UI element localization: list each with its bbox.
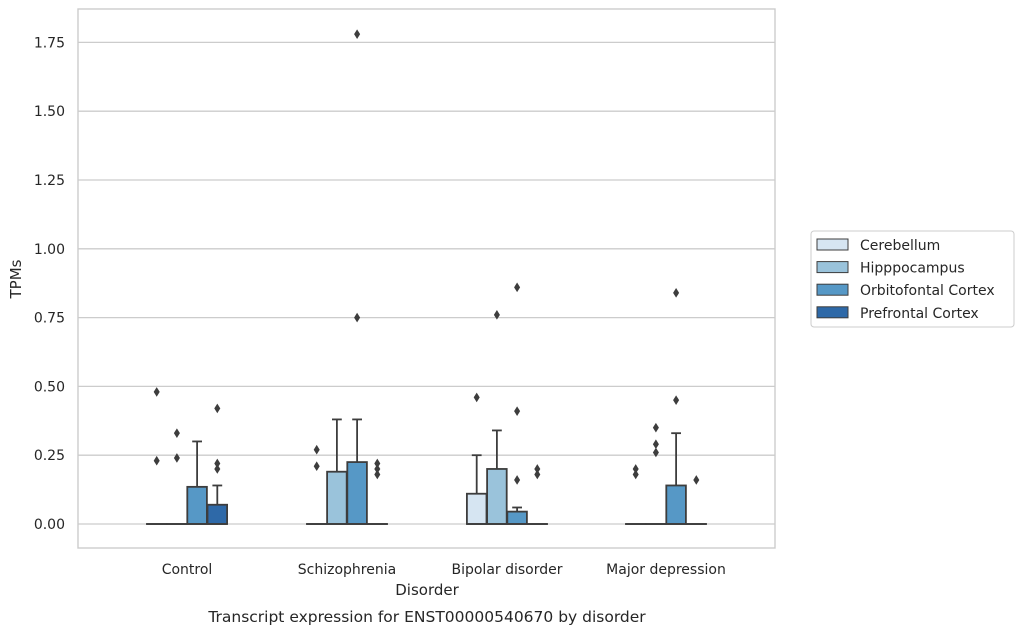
box-plot-layer	[145, 29, 708, 525]
box-body	[186, 485, 208, 525]
outlier-point	[354, 312, 361, 323]
box-0-3	[206, 403, 229, 525]
legend-frame	[810, 230, 1015, 328]
y-tick-label: 0.50	[34, 379, 65, 395]
outlier-point	[473, 392, 480, 403]
legend-swatch	[816, 238, 849, 251]
outlier-point	[514, 475, 521, 485]
y-tick-label: 0.75	[34, 311, 65, 327]
box-1-1	[326, 418, 348, 525]
x-tick-label: Major depression	[606, 562, 726, 578]
outlier-point	[534, 464, 541, 474]
legend-swatch	[816, 306, 849, 319]
y-tick-label: 1.00	[34, 242, 65, 258]
x-axis-label: Disorder	[395, 581, 459, 599]
outlier-point	[313, 444, 320, 455]
x-tick-labels: Control Schizophrenia Bipolar disorder Majo…	[162, 562, 726, 578]
outlier-point	[652, 439, 659, 450]
outlier-point	[632, 464, 639, 474]
outlier-point	[673, 395, 680, 405]
outlier-point	[173, 428, 180, 439]
box-3-0	[625, 464, 647, 525]
outlier-point	[374, 458, 381, 469]
outlier-point	[693, 475, 700, 485]
box-2-0	[465, 392, 488, 525]
outlier-point	[534, 469, 541, 480]
y-tick-labels: 0.00 0.25 0.50 0.75 1.00 1.25 1.50 1.75	[34, 35, 65, 533]
box-body	[486, 468, 508, 525]
legend-entry: Orbitofontal Cortex	[860, 283, 995, 299]
box-body	[665, 484, 687, 525]
box-2-1	[486, 310, 508, 525]
box-body	[465, 492, 488, 525]
box-body	[206, 503, 229, 525]
y-tick-label: 0.25	[34, 448, 65, 464]
outlier-point	[673, 288, 680, 298]
plot-frame	[77, 8, 776, 549]
outlier-point	[214, 458, 221, 469]
legend-entry: Hipppocampus	[860, 261, 965, 277]
box-1-2	[346, 29, 368, 525]
outlier-point	[153, 387, 160, 397]
x-tick-label: Control	[162, 562, 213, 578]
legend-entry: Cerebellum	[860, 238, 940, 254]
outlier-point	[652, 447, 659, 458]
y-tick-label: 1.50	[34, 104, 65, 120]
outlier-point	[652, 422, 659, 433]
outlier-point	[374, 464, 381, 474]
y-axis-label: TPMs	[7, 259, 25, 299]
legend-swatch	[816, 261, 849, 274]
box-body	[326, 470, 348, 525]
outlier-point	[514, 406, 521, 416]
chart-caption: Transcript expression for ENST0000054067…	[207, 608, 646, 626]
grid-lines	[78, 41, 775, 525]
y-tick-label: 0.00	[34, 517, 65, 533]
legend: Cerebellum Hipppocampus Orbitofontal Corte…	[810, 230, 1015, 328]
box-0-2	[186, 440, 208, 525]
outlier-point	[354, 29, 361, 39]
outlier-point	[374, 469, 381, 480]
outlier-point	[313, 461, 320, 472]
box-3-2	[665, 288, 687, 525]
x-tick-label: Schizophrenia	[298, 562, 396, 578]
box-1-3	[366, 458, 389, 525]
outlier-point	[214, 403, 221, 414]
outlier-point	[493, 310, 500, 320]
outlier-point	[514, 282, 521, 293]
x-tick-label: Bipolar disorder	[451, 562, 562, 578]
box-1-0	[305, 444, 328, 525]
y-tick-label: 1.75	[34, 35, 65, 51]
outlier-point	[214, 464, 221, 474]
y-tick-label: 1.25	[34, 173, 65, 189]
box-0-1	[166, 428, 188, 525]
box-3-1	[645, 422, 667, 525]
box-2-3	[526, 464, 549, 525]
box-body	[506, 510, 528, 525]
box-body	[346, 461, 368, 525]
legend-entry: Prefrontal Cortex	[860, 306, 979, 322]
outlier-point	[632, 469, 639, 480]
legend-swatch	[816, 283, 849, 296]
box-2-2	[506, 282, 528, 525]
outlier-point	[153, 455, 160, 466]
outlier-point	[173, 453, 180, 463]
box-3-3	[685, 475, 708, 525]
